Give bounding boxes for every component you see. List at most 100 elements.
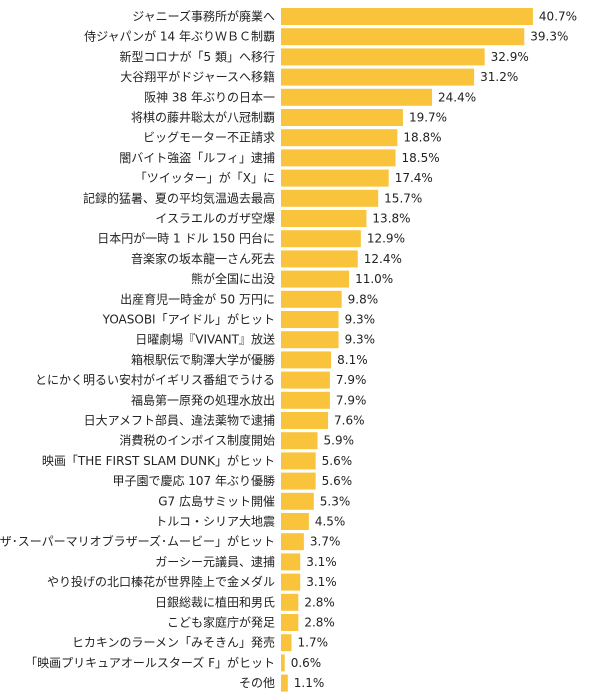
value-label: 2.8% — [304, 616, 335, 630]
value-label: 7.9% — [336, 393, 367, 407]
value-label: 13.8% — [372, 212, 410, 226]
category-label: 日曜劇場『VIVANT』放送 — [135, 332, 275, 347]
value-label: 12.4% — [364, 252, 402, 266]
value-label: 9.3% — [345, 313, 376, 327]
value-label: 3.1% — [306, 555, 337, 569]
bar — [281, 311, 339, 328]
category-label: 日本円が一時 1 ドル 150 円台に — [97, 231, 275, 246]
bar — [281, 149, 396, 167]
bar — [281, 230, 361, 248]
value-label: 3.7% — [310, 535, 341, 549]
category-label: 新型コロナが「5 類」へ移行 — [120, 49, 275, 64]
bar — [281, 553, 301, 571]
category-label: 阪神 38 年ぶりの日本一 — [144, 90, 275, 104]
value-label: 19.7% — [409, 111, 447, 125]
bar — [281, 129, 398, 147]
value-label: 31.2% — [480, 70, 518, 84]
category-label: YOASOBI「アイドル」がヒット — [102, 312, 275, 327]
value-label: 11.0% — [355, 272, 393, 286]
value-label: 18.5% — [402, 151, 440, 165]
value-label: 5.9% — [324, 434, 355, 448]
value-label: 3.1% — [306, 575, 337, 589]
bar — [281, 270, 350, 288]
category-label: 甲子園で慶応 107 年ぶり優勝 — [112, 473, 275, 488]
value-label: 0.6% — [291, 656, 322, 670]
category-label: ガーシー元議員、逮捕 — [155, 554, 275, 569]
bar — [281, 432, 318, 450]
value-label: 32.9% — [491, 50, 529, 64]
category-label: 将棋の藤井聡太が八冠制覇 — [131, 110, 275, 125]
bar — [281, 68, 475, 86]
bar — [281, 614, 299, 631]
bar — [281, 472, 316, 490]
category-label: 出産育児一時金が 50 万円に — [120, 291, 275, 306]
bar — [281, 48, 485, 66]
value-label: 2.8% — [304, 595, 335, 609]
bar — [281, 210, 367, 227]
category-label: 消費税のインボイス制度開始 — [119, 433, 275, 448]
bar — [281, 513, 309, 530]
value-label: 40.7% — [539, 10, 577, 24]
category-label: 「ツイッター」が「X」に — [135, 170, 275, 185]
value-label: 24.4% — [438, 90, 476, 104]
category-label: とにかく明るい安村がイギリス番組でうける — [35, 372, 275, 387]
bar — [281, 28, 525, 46]
category-label: 日大アメフト部員、違法薬物で逮捕 — [84, 413, 275, 428]
value-label: 17.4% — [395, 171, 433, 185]
value-label: 15.7% — [384, 191, 422, 205]
category-label: 熊が全国に出没 — [191, 271, 275, 286]
category-label: イスラエルのガザ空爆 — [155, 212, 275, 226]
category-label: 日銀総裁に植田和男氏 — [155, 594, 275, 609]
bar — [281, 331, 339, 349]
value-label: 8.1% — [337, 353, 368, 367]
bar — [281, 391, 330, 409]
bar — [281, 533, 304, 551]
bar — [281, 290, 342, 308]
value-label: 5.6% — [322, 474, 353, 488]
bar — [281, 371, 330, 389]
bar — [281, 452, 316, 470]
category-label: 記録的猛暑、夏の平均気温過去最高 — [83, 190, 275, 205]
category-label: トルコ・シリア大地震 — [155, 515, 275, 529]
bar — [281, 593, 299, 611]
category-label: G7 広島サミット開催 — [158, 493, 275, 508]
category-label: 侍ジャパンが 14 年ぶりＷＢＣ制覇 — [84, 29, 275, 44]
category-label: 映画「ザ･スーパーマリオブラザーズ･ムービー」がヒット — [0, 534, 275, 549]
value-label: 9.8% — [348, 292, 379, 306]
category-label: 音楽家の坂本龍一さん死去 — [131, 251, 275, 266]
category-label: ジャニーズ事務所が廃業へ — [132, 9, 275, 24]
category-label: 闇バイト強盗「ルフィ」逮捕 — [119, 150, 275, 165]
category-label: ビッグモーター不正請求 — [143, 131, 275, 145]
bar — [281, 189, 379, 207]
category-label: 福島第一原発の処理水放出 — [131, 392, 275, 407]
bar — [281, 654, 285, 672]
category-label: 「映画プリキュアオールスターズ F」がヒット — [25, 655, 275, 670]
value-label: 5.6% — [322, 454, 353, 468]
value-label: 9.3% — [345, 333, 376, 347]
bar — [281, 412, 329, 429]
value-label: 39.3% — [530, 30, 568, 44]
bar — [281, 573, 301, 591]
value-label: 1.1% — [294, 676, 325, 690]
category-label: 箱根駅伝で駒澤大学が優勝 — [131, 352, 275, 367]
value-label: 4.5% — [315, 515, 346, 529]
value-label: 1.7% — [298, 636, 329, 650]
bar — [281, 88, 433, 106]
category-label: その他 — [239, 676, 275, 690]
value-label: 7.6% — [334, 414, 365, 428]
category-label: 大谷翔平がドジャースへ移籍 — [120, 69, 275, 84]
value-label: 12.9% — [367, 232, 405, 246]
value-label: 18.8% — [403, 131, 441, 145]
bar — [281, 250, 358, 268]
bar — [281, 109, 403, 126]
bar — [281, 169, 389, 187]
category-label: こども家庭庁が発足 — [167, 615, 275, 630]
category-label: ヒカキンのラーメン「みそきん」発売 — [72, 635, 275, 650]
value-label: 5.3% — [320, 494, 351, 508]
bar — [281, 8, 533, 25]
category-label: やり投げの北口榛花が世界陸上で金メダル — [47, 574, 275, 589]
category-label: 映画「THE FIRST SLAM DUNK」がヒット — [42, 453, 275, 468]
bar — [281, 634, 292, 652]
bar — [281, 492, 314, 510]
